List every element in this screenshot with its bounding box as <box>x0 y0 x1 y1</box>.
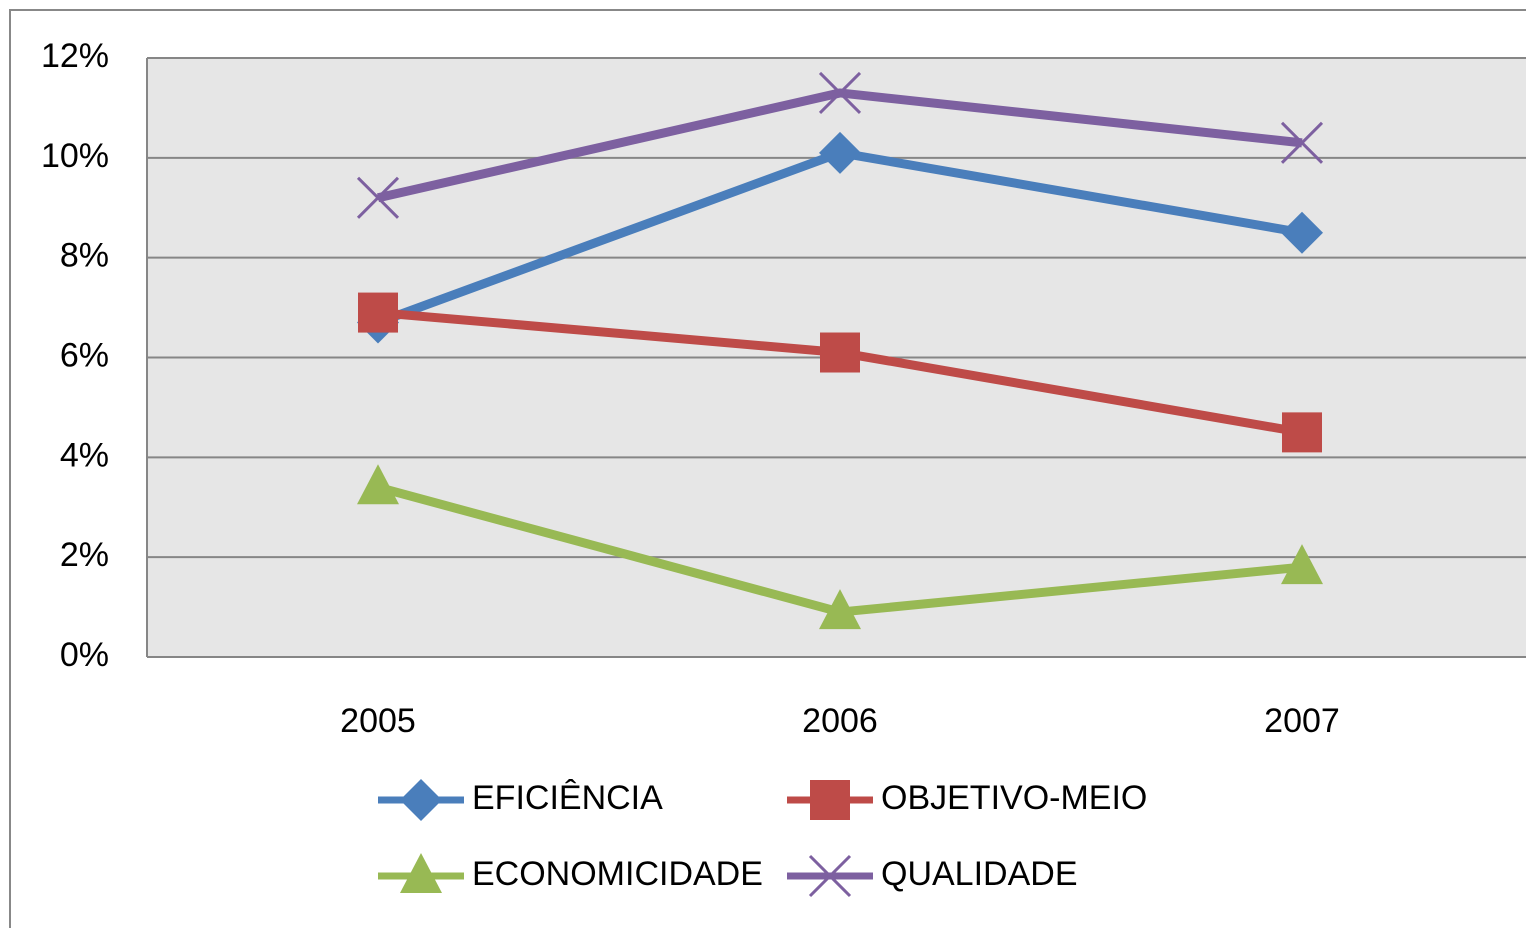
marker <box>1280 121 1324 164</box>
legend-label: QUALIDADE <box>881 855 1078 893</box>
marker <box>1281 544 1323 585</box>
marker <box>400 779 442 821</box>
y-tick-label: 12% <box>41 37 109 75</box>
legend-label: ECONOMICIDADE <box>472 855 763 893</box>
marker <box>820 332 860 373</box>
marker <box>810 780 850 820</box>
marker <box>356 176 400 219</box>
marker <box>1281 211 1323 254</box>
marker <box>818 71 862 115</box>
marker <box>1282 412 1322 453</box>
y-tick-label: 0% <box>60 636 109 674</box>
marker <box>357 464 399 505</box>
marker <box>819 131 861 174</box>
y-tick-label: 2% <box>60 536 109 574</box>
legend-label: OBJETIVO-MEIO <box>881 779 1147 817</box>
x-tick-label: 2006 <box>802 702 878 740</box>
marker <box>819 589 861 630</box>
y-tick-label: 8% <box>60 237 109 275</box>
y-tick-label: 6% <box>60 336 109 374</box>
marker <box>358 292 398 333</box>
legend-label: EFICIÊNCIA <box>472 779 663 817</box>
y-tick-label: 4% <box>60 436 109 474</box>
y-tick-label: 10% <box>41 137 109 175</box>
marker <box>400 853 442 893</box>
x-tick-label: 2005 <box>340 702 416 740</box>
x-tick-label: 2007 <box>1264 702 1340 740</box>
marker <box>808 854 852 898</box>
